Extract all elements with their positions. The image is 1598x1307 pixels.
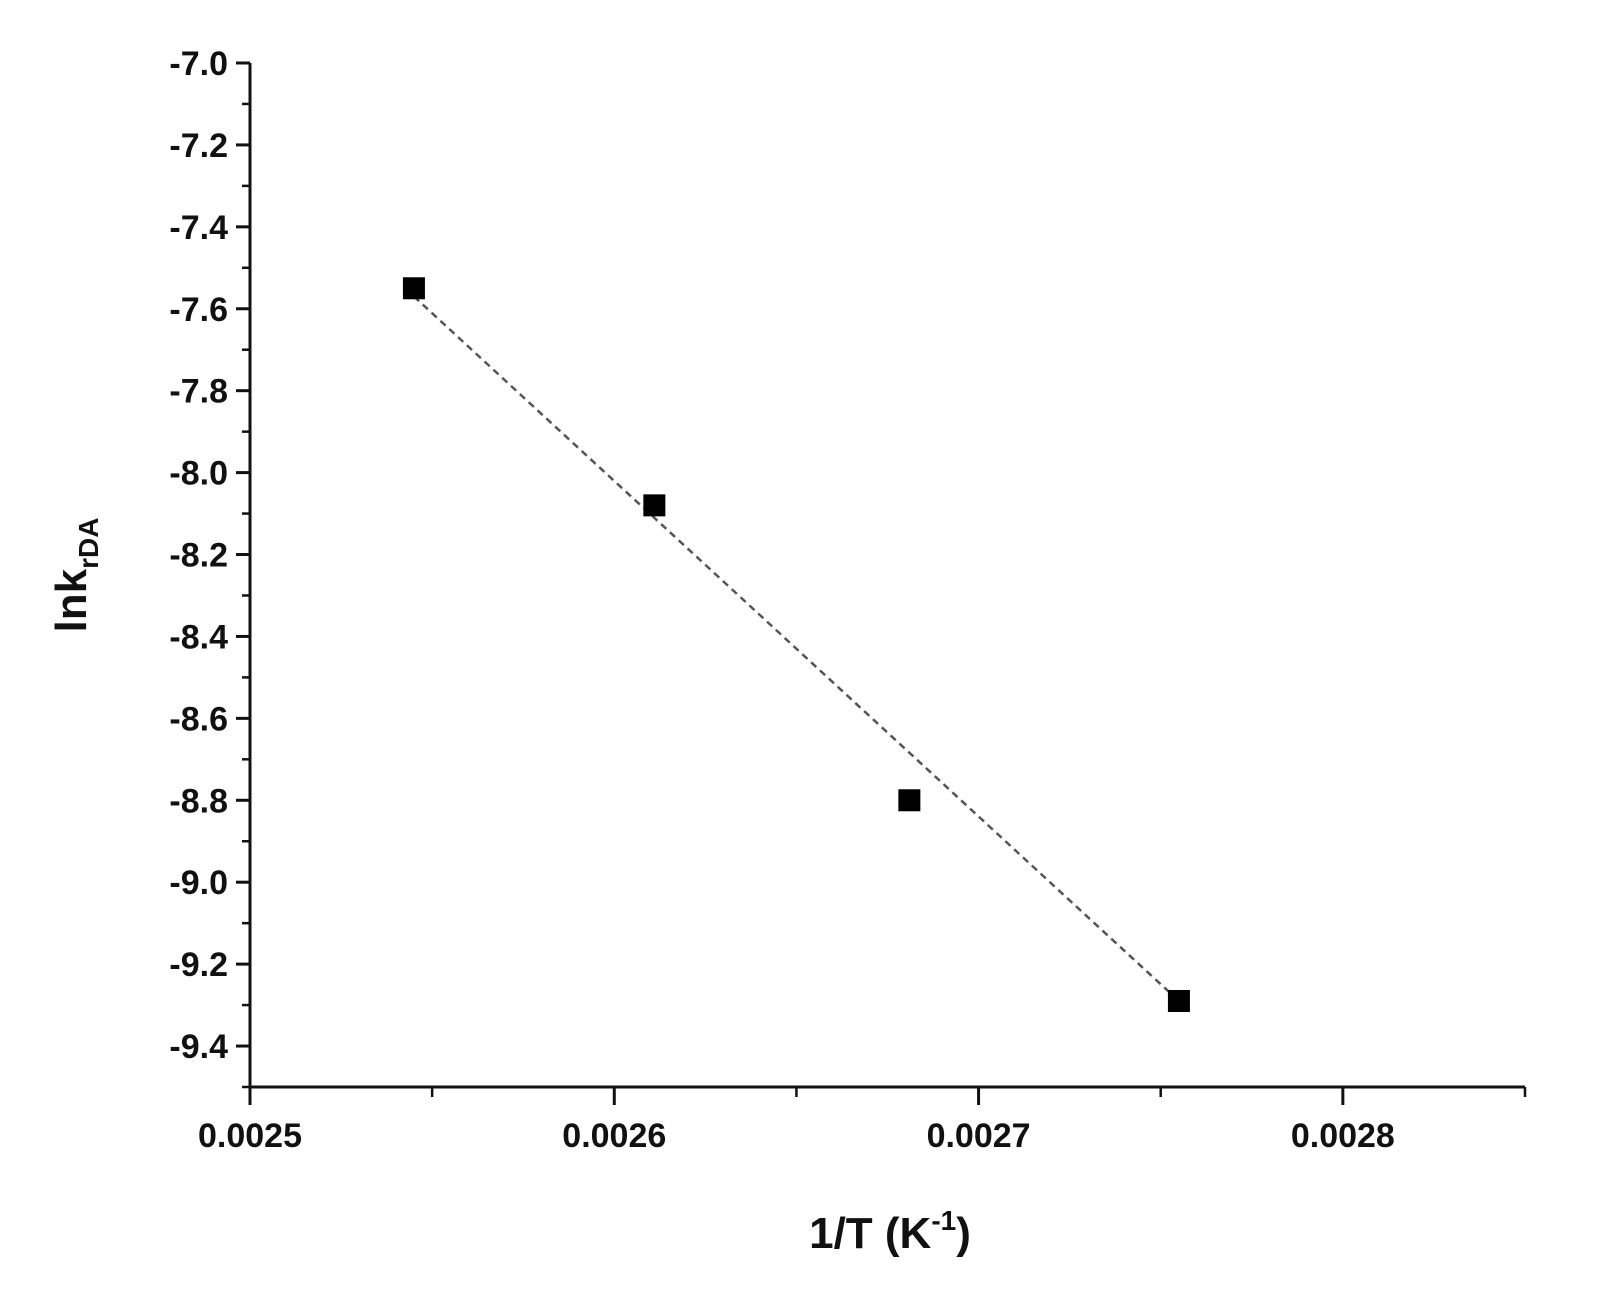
square-marker-icon [402, 277, 425, 300]
square-marker-icon [898, 789, 921, 812]
fit-line [413, 295, 1180, 1002]
linear-fit-line [413, 295, 1180, 1002]
data-points [402, 277, 1190, 1012]
x-axis-title: 1/T (K-1) [809, 1205, 971, 1258]
y-tick-label: -8.4 [169, 618, 228, 656]
x-tick-label: 0.0028 [1291, 1117, 1395, 1155]
x-tick-label: 0.0027 [927, 1117, 1031, 1155]
axes [248, 63, 1525, 1089]
y-tick-label: -8.6 [169, 700, 228, 738]
y-tick-label: -7.0 [169, 45, 228, 83]
square-marker-icon [1167, 989, 1190, 1012]
y-tick-label: -9.0 [169, 864, 228, 902]
y-axis-title: lnkrDA [47, 518, 104, 633]
y-tick-label: -8.0 [169, 455, 228, 493]
y-tick-label: -8.8 [169, 782, 228, 820]
y-tick-label: -8.2 [169, 537, 228, 575]
y-tick-label: -7.4 [169, 209, 228, 247]
y-tick-label: -9.2 [169, 946, 228, 984]
square-marker-icon [643, 494, 666, 517]
y-tick-label: -9.4 [169, 1028, 228, 1066]
x-tick-label: 0.0025 [198, 1117, 302, 1155]
x-tick-label: 0.0026 [562, 1117, 666, 1155]
y-tick-label: -7.6 [169, 291, 228, 329]
ticks: -7.0 -7.2 -7.4 -7.6 -7.8 -8.0 -8.2 -8.4 -8.6 -8.8… [169, 45, 1527, 1155]
y-tick-label: -7.8 [169, 373, 228, 411]
y-tick-label: -7.2 [169, 127, 228, 165]
